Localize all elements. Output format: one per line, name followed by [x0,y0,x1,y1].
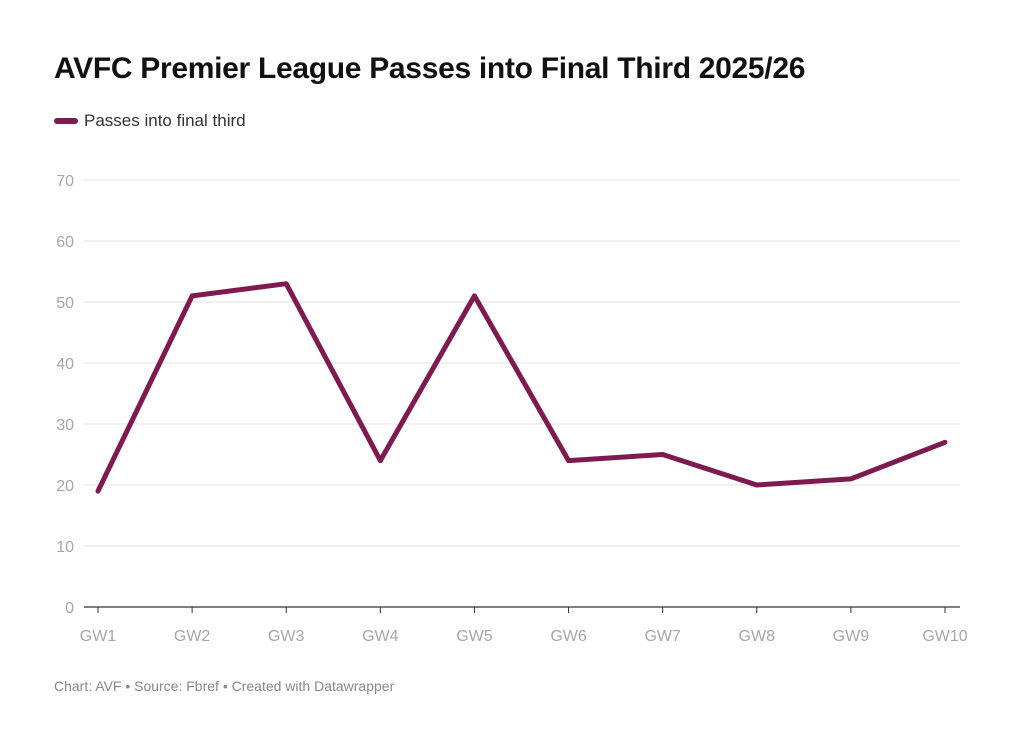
x-tick-label: GW4 [362,628,399,645]
y-tick-label: 30 [56,417,74,434]
x-tick-label: GW5 [456,628,493,645]
x-tick-label: GW9 [833,628,870,645]
x-tick-label: GW3 [268,628,305,645]
chart-title: AVFC Premier League Passes into Final Th… [54,52,806,85]
legend-swatch [54,118,78,124]
x-tick-label: GW7 [644,628,681,645]
y-tick-label: 10 [56,539,74,556]
x-tick-label: GW6 [550,628,587,645]
x-tick-label: GW2 [174,628,211,645]
y-tick-label: 50 [56,295,74,312]
y-tick-label: 20 [56,478,74,495]
chart-footer: Chart: AVF • Source: Fbref • Created wit… [54,678,395,694]
y-tick-label: 60 [56,234,74,251]
x-tick-label: GW8 [739,628,776,645]
legend-label: Passes into final third [84,111,246,130]
y-tick-label: 0 [65,600,74,617]
y-tick-label: 70 [56,173,74,190]
y-tick-label: 40 [56,356,74,373]
series-line [95,281,948,494]
x-tick-label: GW1 [80,628,117,645]
x-tick-label: GW10 [922,628,967,645]
legend: Passes into final third [54,111,246,131]
